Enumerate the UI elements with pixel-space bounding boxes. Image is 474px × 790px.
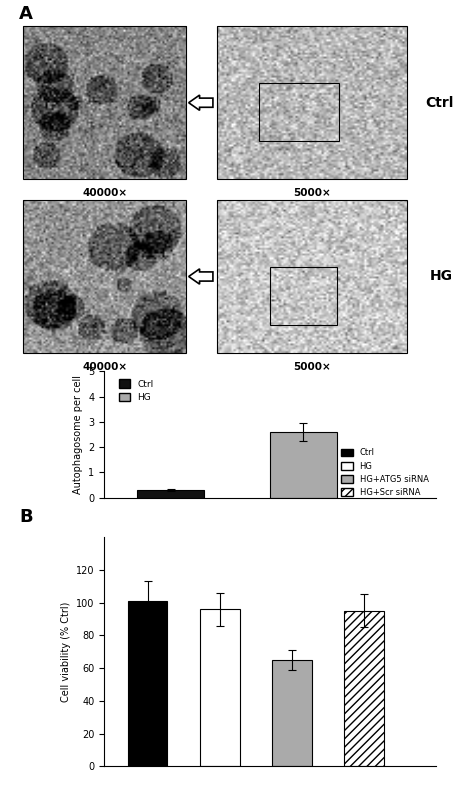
Bar (270, 432, 337, 498)
Bar (23, 26, 186, 179)
Text: 5000×: 5000× (293, 188, 331, 198)
Bar (270, 267, 337, 325)
Text: 40000×: 40000× (82, 188, 128, 198)
Text: HG: HG (430, 269, 453, 284)
Bar (259, 83, 338, 141)
Bar (200, 609, 239, 766)
Bar (344, 611, 384, 766)
Text: A: A (19, 6, 33, 24)
Legend: Ctrl, HG, HG+ATG5 siRNA, HG+Scr siRNA: Ctrl, HG, HG+ATG5 siRNA, HG+Scr siRNA (338, 445, 432, 500)
Polygon shape (189, 95, 213, 111)
Bar (137, 490, 204, 498)
Bar (128, 601, 167, 766)
Text: 5000×: 5000× (293, 362, 331, 371)
Y-axis label: Autophagosome per cell: Autophagosome per cell (73, 375, 83, 494)
Y-axis label: Cell viability (% Ctrl): Cell viability (% Ctrl) (61, 601, 71, 702)
Text: B: B (19, 509, 33, 526)
Bar (217, 200, 407, 353)
Bar (217, 26, 407, 179)
Text: 40000×: 40000× (82, 362, 128, 371)
Bar (23, 200, 186, 353)
Legend: Ctrl, HG: Ctrl, HG (116, 376, 157, 406)
Polygon shape (189, 269, 213, 284)
Text: Ctrl: Ctrl (425, 96, 453, 110)
Bar (272, 660, 311, 766)
